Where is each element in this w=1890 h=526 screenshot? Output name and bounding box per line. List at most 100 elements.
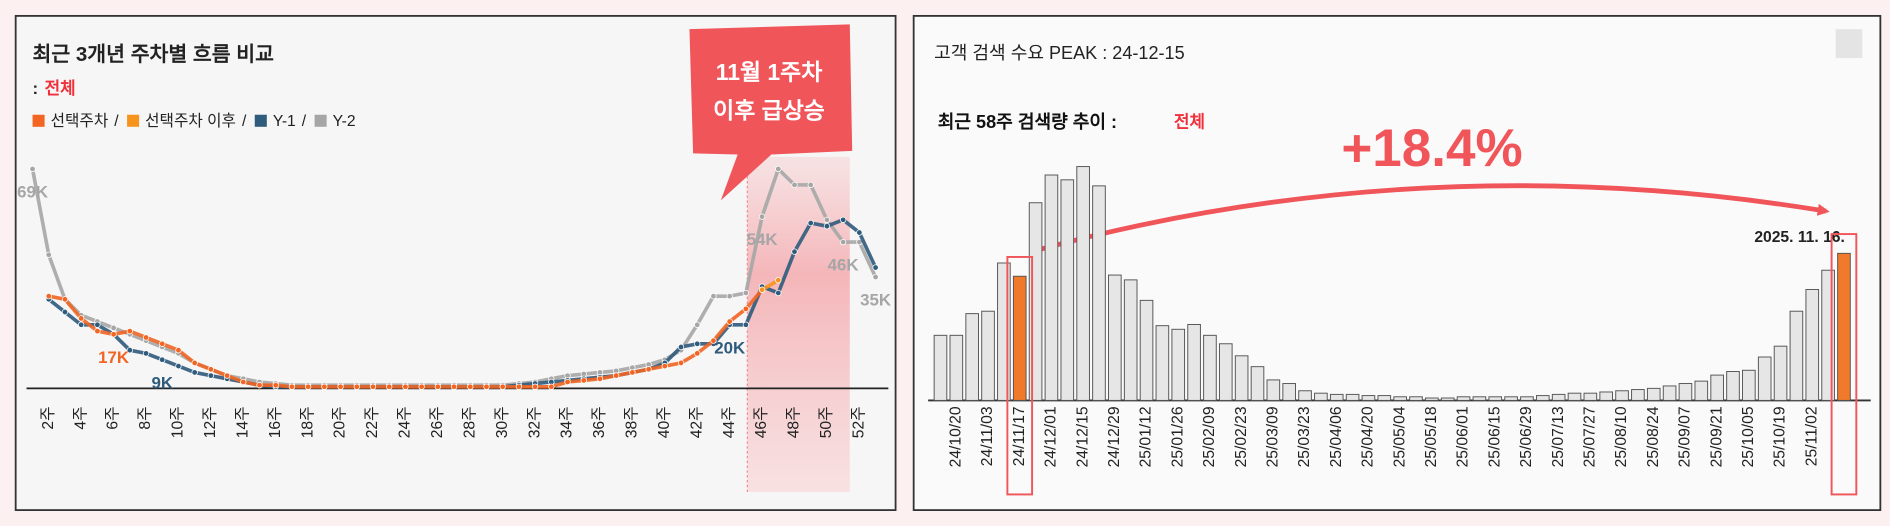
data-label: 17K bbox=[98, 348, 130, 367]
point bbox=[742, 305, 750, 313]
bar bbox=[1599, 391, 1614, 401]
point bbox=[677, 359, 685, 367]
point bbox=[142, 334, 150, 341]
search-panel: 고객 검색 수요 PEAK : 24-12-15 최근 58주 검색량 추이 :… bbox=[912, 14, 1882, 512]
x-tick-label: 24/12/29 bbox=[1106, 406, 1123, 467]
subtitle: 전체 bbox=[45, 79, 76, 98]
point bbox=[775, 165, 782, 173]
bar bbox=[1488, 396, 1503, 401]
x-tick-label: 14주 bbox=[234, 406, 251, 438]
bar bbox=[1742, 369, 1756, 401]
x-tick-label: 25/01/26 bbox=[1169, 406, 1186, 467]
point bbox=[548, 383, 555, 390]
point bbox=[694, 340, 701, 347]
point bbox=[758, 286, 766, 293]
bar bbox=[1060, 179, 1075, 401]
point bbox=[175, 362, 182, 370]
bar bbox=[1377, 395, 1392, 401]
point bbox=[110, 324, 117, 332]
x-tick-label: 38주 bbox=[624, 406, 641, 438]
x-tick-label: 28주 bbox=[461, 406, 478, 438]
point bbox=[240, 378, 247, 386]
data-label: 54K bbox=[747, 230, 779, 249]
legend-label: Y-1 bbox=[273, 113, 296, 130]
point bbox=[856, 229, 863, 236]
menu-button[interactable] bbox=[1835, 29, 1863, 59]
bar bbox=[1694, 380, 1709, 401]
chart-title: 최근 3개년 주차별 흐름 비교 bbox=[33, 43, 275, 66]
x-tick-label: 50주 bbox=[818, 406, 835, 438]
point bbox=[694, 350, 701, 357]
point bbox=[467, 383, 474, 390]
data-label: 20K bbox=[714, 338, 746, 357]
x-tick-label: 25/08/24 bbox=[1645, 406, 1662, 467]
x-tick-label: 36주 bbox=[591, 406, 608, 438]
point bbox=[531, 383, 539, 390]
point bbox=[758, 213, 766, 220]
point bbox=[645, 366, 652, 373]
point bbox=[418, 383, 425, 390]
point bbox=[369, 383, 377, 390]
bar bbox=[965, 313, 979, 401]
x-tick-label: 25/11/02 bbox=[1803, 406, 1820, 466]
x-tick-label: 16주 bbox=[267, 406, 284, 438]
x-tick-label: 2주 bbox=[40, 406, 57, 429]
point bbox=[710, 337, 717, 344]
x-tick-label: 30주 bbox=[494, 406, 511, 438]
point bbox=[207, 372, 215, 379]
data-label: 35K bbox=[860, 291, 892, 310]
point bbox=[94, 321, 101, 328]
bar bbox=[981, 310, 995, 401]
trend-panel: 최근 3개년 주차별 흐름 비교 : 전체 11월 1주차 이후 급상승 2주 4… bbox=[14, 14, 897, 512]
bar bbox=[1504, 396, 1518, 401]
point bbox=[807, 219, 814, 227]
point bbox=[564, 378, 571, 386]
highlight-box bbox=[1830, 233, 1858, 496]
callout-bubble bbox=[689, 24, 853, 201]
callout-text: 이후 급상승 bbox=[713, 97, 825, 123]
point bbox=[840, 238, 847, 246]
x-tick-label: 24주 bbox=[397, 406, 414, 438]
bar bbox=[1250, 366, 1265, 401]
point bbox=[61, 308, 69, 316]
point bbox=[321, 383, 328, 390]
point bbox=[288, 383, 296, 390]
bar bbox=[1282, 383, 1297, 401]
x-tick-label: 25/03/09 bbox=[1264, 406, 1281, 467]
bar bbox=[1789, 310, 1804, 401]
point bbox=[159, 340, 166, 347]
x-tick-label: 25/06/29 bbox=[1518, 406, 1535, 467]
legend-swatch bbox=[32, 114, 45, 127]
point bbox=[629, 369, 636, 376]
point bbox=[207, 366, 215, 373]
point bbox=[45, 293, 52, 300]
x-tick-label: 24/11/17 bbox=[1011, 406, 1028, 466]
point bbox=[337, 383, 344, 390]
bar bbox=[1440, 397, 1455, 401]
point bbox=[726, 318, 733, 325]
point bbox=[29, 165, 36, 173]
x-tick-label: 10주 bbox=[170, 406, 187, 438]
point bbox=[596, 375, 604, 382]
point bbox=[580, 377, 587, 384]
bar bbox=[1092, 185, 1106, 401]
bar bbox=[1314, 392, 1328, 401]
point bbox=[872, 273, 879, 281]
x-tick-label: 46주 bbox=[753, 406, 770, 438]
legend-separator: / bbox=[242, 113, 247, 130]
data-label: 46K bbox=[828, 256, 860, 275]
bar bbox=[1520, 396, 1534, 401]
bar bbox=[1805, 289, 1820, 401]
bar bbox=[1123, 279, 1138, 401]
x-tick-label: 25/10/05 bbox=[1740, 406, 1757, 467]
bar bbox=[1631, 389, 1645, 401]
x-tick-label: 25/02/09 bbox=[1201, 406, 1218, 467]
x-tick-label: 25/04/06 bbox=[1328, 406, 1345, 467]
point bbox=[710, 293, 717, 300]
x-tick-label: 18주 bbox=[299, 406, 316, 438]
point bbox=[256, 382, 263, 389]
point bbox=[434, 383, 441, 390]
point bbox=[305, 383, 312, 390]
point bbox=[823, 223, 831, 230]
x-tick-label: 25/05/18 bbox=[1423, 406, 1440, 467]
